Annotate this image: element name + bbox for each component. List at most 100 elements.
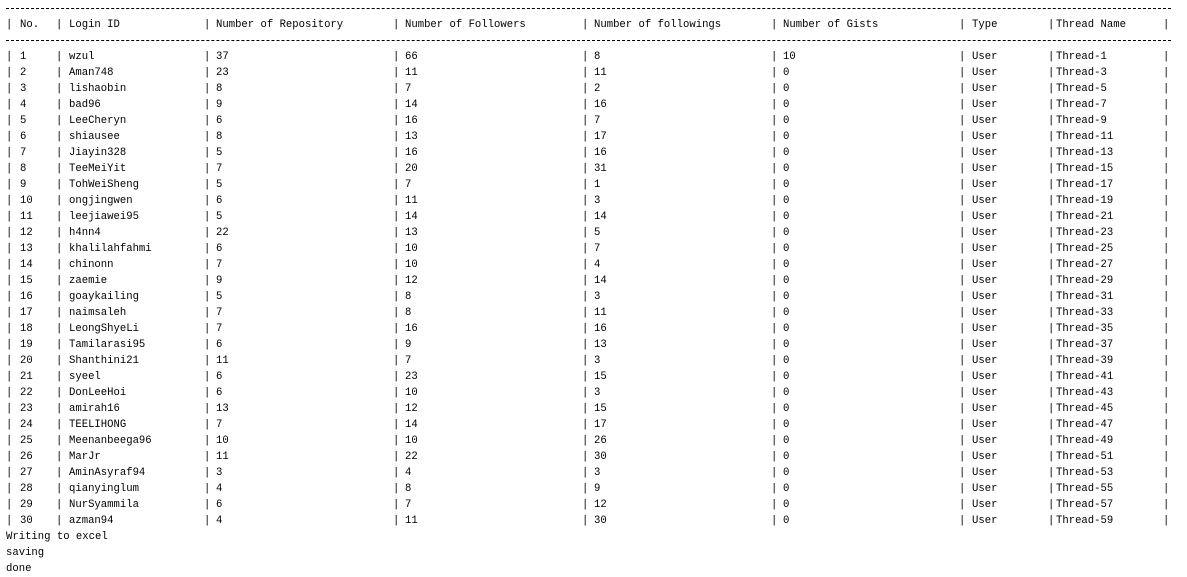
column-separator: | <box>959 19 966 31</box>
column-separator: | <box>56 291 63 303</box>
cell-gists: 0 <box>783 179 790 191</box>
cell-no: 18 <box>20 323 33 335</box>
column-separator: | <box>959 467 966 479</box>
column-separator: | <box>582 67 589 79</box>
cell-followers: 23 <box>405 371 418 383</box>
cell-no: 17 <box>20 307 33 319</box>
column-separator: | <box>771 147 778 159</box>
column-separator: | <box>56 83 63 95</box>
cell-followers: 12 <box>405 275 418 287</box>
table-row: | 18 | LeongShyeLi | 7 | 16 | 16 | 0 | User | Thread-35… <box>6 321 1171 337</box>
cell-followings: 7 <box>594 115 601 127</box>
column-separator: | <box>959 387 966 399</box>
column-separator: | <box>6 179 13 191</box>
cell-gists: 0 <box>783 435 790 447</box>
table-row: | 29 | NurSyammila | 6 | 7 | 12 | 0 | User | Thread-57 | <box>6 497 1171 513</box>
column-separator: | <box>393 403 400 415</box>
column-separator: | <box>1163 115 1170 127</box>
column-separator: | <box>6 339 13 351</box>
cell-followings: 2 <box>594 83 601 95</box>
cell-type: User <box>972 211 998 223</box>
column-separator: | <box>6 19 13 31</box>
column-separator: | <box>56 99 63 111</box>
cell-no: 20 <box>20 355 33 367</box>
cell-login-id: TeeMeiYit <box>69 163 127 175</box>
cell-repository: 6 <box>216 243 223 255</box>
cell-login-id: Tamilarasi95 <box>69 339 146 351</box>
cell-type: User <box>972 515 998 527</box>
column-separator: | <box>56 467 63 479</box>
column-separator: | <box>771 451 778 463</box>
column-separator: | <box>771 275 778 287</box>
column-separator: | <box>771 259 778 271</box>
cell-followers: 14 <box>405 211 418 223</box>
column-separator: | <box>6 227 13 239</box>
cell-type: User <box>972 67 998 79</box>
column-separator: | <box>771 51 778 63</box>
cell-repository: 37 <box>216 51 229 63</box>
column-separator: | <box>6 483 13 495</box>
column-separator: | <box>1048 387 1055 399</box>
column-separator: | <box>1163 515 1170 527</box>
cell-login-id: LeongShyeLi <box>69 323 139 335</box>
cell-repository: 6 <box>216 339 223 351</box>
cell-type: User <box>972 387 998 399</box>
cell-thread-name: Thread-35 <box>1056 323 1114 335</box>
column-separator: | <box>6 115 13 127</box>
cell-login-id: shiausee <box>69 131 120 143</box>
cell-gists: 0 <box>783 483 790 495</box>
column-separator: | <box>1163 243 1170 255</box>
cell-login-id: Shanthini21 <box>69 355 139 367</box>
cell-gists: 0 <box>783 323 790 335</box>
column-separator: | <box>582 147 589 159</box>
column-separator: | <box>204 339 211 351</box>
table-row: | 21 | syeel | 6 | 23 | 15 | 0 | User | Thread-41 | <box>6 369 1171 385</box>
cell-no: 1 <box>20 51 27 63</box>
column-separator: | <box>204 99 211 111</box>
cell-followings: 16 <box>594 147 607 159</box>
cell-followings: 3 <box>594 291 601 303</box>
table-row: | 22 | DonLeeHoi | 6 | 10 | 3 | 0 | User | Thread-43 | <box>6 385 1171 401</box>
cell-thread-name: Thread-53 <box>1056 467 1114 479</box>
column-separator: | <box>204 163 211 175</box>
cell-no: 2 <box>20 67 27 79</box>
cell-gists: 0 <box>783 275 790 287</box>
column-separator: | <box>6 83 13 95</box>
column-separator: | <box>56 115 63 127</box>
column-separator: | <box>393 243 400 255</box>
header-followers: Number of Followers <box>405 19 526 31</box>
table-row: | 25 | Meenanbeega96 | 10 | 10 | 26 | 0 | User | Thread… <box>6 433 1171 449</box>
column-separator: | <box>582 403 589 415</box>
column-separator: | <box>959 291 966 303</box>
header-followings: Number of followings <box>594 19 722 31</box>
column-separator: | <box>56 355 63 367</box>
column-separator: | <box>393 131 400 143</box>
cell-followings: 11 <box>594 67 607 79</box>
column-separator: | <box>771 291 778 303</box>
column-separator: | <box>1048 451 1055 463</box>
cell-login-id: Meenanbeega96 <box>69 435 152 447</box>
cell-type: User <box>972 163 998 175</box>
cell-thread-name: Thread-29 <box>1056 275 1114 287</box>
cell-followings: 3 <box>594 355 601 367</box>
column-separator: | <box>6 195 13 207</box>
cell-followers: 12 <box>405 403 418 415</box>
column-separator: | <box>393 227 400 239</box>
column-separator: | <box>204 291 211 303</box>
column-separator: | <box>6 419 13 431</box>
column-separator: | <box>56 243 63 255</box>
column-separator: | <box>1163 355 1170 367</box>
column-separator: | <box>1163 419 1170 431</box>
cell-gists: 0 <box>783 387 790 399</box>
column-separator: | <box>1048 339 1055 351</box>
log-output: Writing to excel saving done <box>6 529 1171 577</box>
column-separator: | <box>393 387 400 399</box>
column-separator: | <box>204 435 211 447</box>
cell-followings: 7 <box>594 243 601 255</box>
column-separator: | <box>1163 19 1170 31</box>
console-output: | No. | Login ID | Number of Repository … <box>6 1 1171 577</box>
cell-followers: 7 <box>405 83 412 95</box>
column-separator: | <box>56 435 63 447</box>
cell-followers: 16 <box>405 115 418 127</box>
cell-type: User <box>972 227 998 239</box>
